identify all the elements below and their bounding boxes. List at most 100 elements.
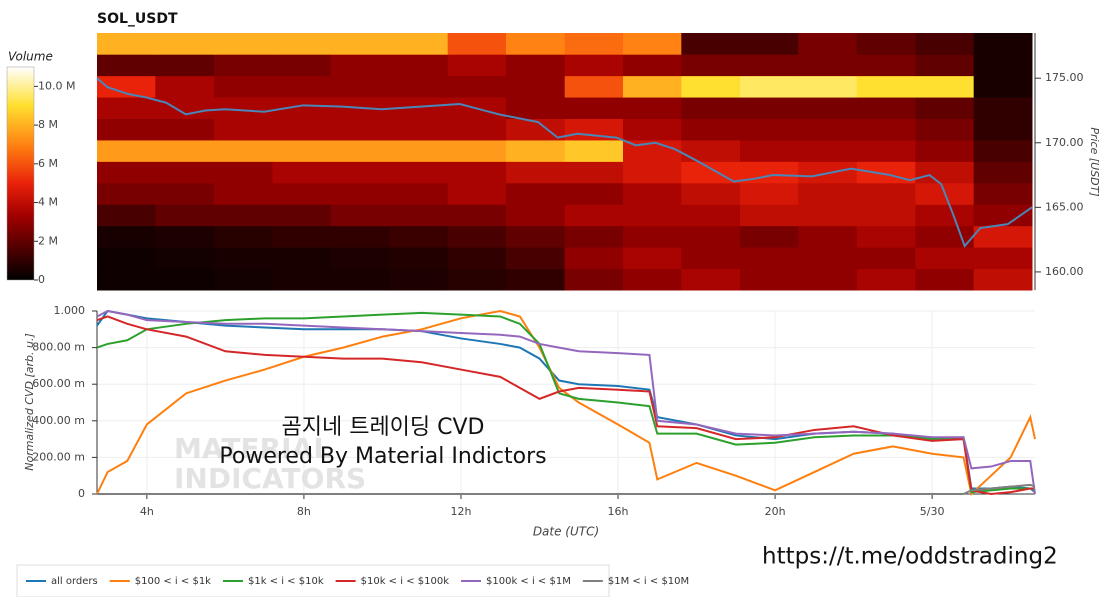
legend-label: all orders [51, 576, 98, 587]
heat-cell [214, 182, 273, 205]
heat-cell [155, 33, 215, 55]
watermark: MATERIAL [174, 432, 331, 465]
heat-cell [856, 268, 916, 291]
heat-cell [623, 204, 682, 227]
heat-cell [740, 33, 799, 55]
heat-cell [272, 118, 332, 141]
heat-cell [272, 139, 332, 162]
heat-cell [505, 182, 566, 205]
heat-cell [389, 54, 449, 77]
heat-cell [155, 161, 215, 184]
heat-cell [915, 161, 975, 184]
heat-cell [505, 268, 566, 291]
y-axis-label: Price [USDT] [1088, 127, 1101, 196]
heat-cell [272, 247, 332, 270]
heat-cell [798, 97, 858, 119]
heat-cell [447, 204, 507, 227]
colorbar [6, 66, 35, 281]
heat-cell [389, 161, 449, 184]
heat-cell [623, 118, 682, 141]
heat-cell [856, 204, 916, 227]
heat-cell [564, 161, 624, 184]
heat-cell [272, 161, 332, 184]
heat-cell [505, 118, 566, 141]
heat-cell [681, 97, 741, 119]
heat-cell [681, 118, 741, 141]
y-tick-label: 200.00 m [32, 450, 85, 463]
heat-cell [915, 268, 975, 291]
heat-cell [681, 225, 741, 248]
heat-cell [97, 118, 156, 141]
heat-cell [740, 182, 799, 205]
annotation: 곰지네 트레이딩 CVD [281, 415, 484, 440]
heat-cell [623, 225, 682, 248]
heat-cell [447, 182, 507, 205]
heat-cell [214, 139, 273, 162]
heat-cell [973, 75, 1033, 98]
x-tick-label: 8h [297, 505, 311, 518]
heat-cell [740, 268, 799, 291]
heat-cell [505, 247, 566, 270]
heat-cell [856, 182, 916, 205]
heat-cell [214, 75, 273, 98]
heat-cell [214, 268, 273, 291]
heat-cell [564, 54, 624, 77]
heat-cell [915, 75, 975, 98]
heat-cell [214, 97, 273, 119]
heat-cell [447, 75, 507, 98]
heat-cell [681, 33, 741, 55]
heat-cell [97, 204, 156, 227]
colorbar-label: Volume [8, 50, 53, 64]
heat-cell [623, 75, 682, 98]
heat-cell [272, 75, 332, 98]
heat-cell [973, 247, 1033, 270]
heat-cell [389, 182, 449, 205]
heat-cell [447, 118, 507, 141]
y-tick-label: 165.00 [1045, 200, 1084, 213]
heat-cell [330, 247, 390, 270]
legend-label: $100k < i < $1M [486, 576, 571, 587]
colorbar-tick-label: 8 M [38, 118, 58, 131]
price-line [96, 77, 1033, 249]
heat-cell [97, 182, 156, 205]
colorbar-tick-label: 6 M [38, 157, 58, 170]
heat-cell [155, 182, 215, 205]
heat-cell [973, 118, 1033, 141]
heat-cell [915, 97, 975, 119]
legend-label: $1k < i < $10k [248, 576, 324, 587]
heat-cell [330, 118, 390, 141]
heat-cell [272, 204, 332, 227]
link: https://t.me/oddstrading2 [762, 544, 1058, 570]
heat-cell [915, 33, 975, 55]
series-line [96, 309, 1036, 495]
heat-cell [389, 97, 449, 119]
heat-cell [330, 182, 390, 205]
heat-cell [740, 225, 799, 248]
y-tick-label: 1.000 [54, 304, 86, 317]
heat-cell [798, 54, 858, 77]
heat-cell [389, 247, 449, 270]
heat-cell [214, 54, 273, 77]
heat-cell [330, 139, 390, 162]
heat-cell [272, 33, 332, 55]
heat-cell [505, 75, 566, 98]
heat-cell [97, 247, 156, 270]
heat-cell [856, 75, 916, 98]
heat-cell [272, 54, 332, 77]
chart-title: SOL_USDT [97, 11, 178, 27]
x-axis-label: Date (UTC) [533, 525, 599, 539]
series-line [97, 483, 1036, 495]
heat-cell [623, 33, 682, 55]
heat-cell [856, 225, 916, 248]
heat-cell [623, 268, 682, 291]
heat-cell [389, 204, 449, 227]
heat-cell [973, 97, 1033, 119]
heat-cell [798, 247, 858, 270]
heat-cell [330, 54, 390, 77]
heat-cell [798, 33, 858, 55]
y-axis-label: Normalized CVD [arb. u.] [23, 333, 36, 471]
heat-cell [155, 247, 215, 270]
colorbar-tick-label: 4 M [38, 196, 58, 209]
heat-cell [447, 247, 507, 270]
